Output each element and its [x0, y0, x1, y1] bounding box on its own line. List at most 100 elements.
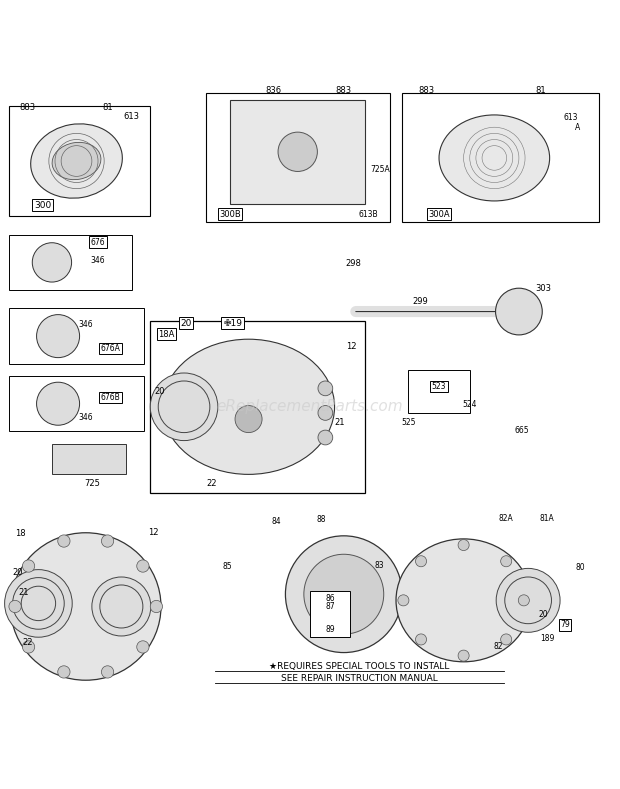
Circle shape: [318, 406, 333, 421]
Text: 883: 883: [418, 87, 435, 95]
Text: 613: 613: [564, 114, 578, 122]
Text: 81: 81: [102, 103, 113, 112]
Ellipse shape: [439, 115, 550, 201]
Circle shape: [285, 536, 402, 653]
Circle shape: [458, 650, 469, 661]
Circle shape: [518, 595, 529, 606]
Text: 89: 89: [326, 625, 335, 634]
Circle shape: [137, 641, 149, 653]
Text: 725A: 725A: [371, 165, 391, 174]
Circle shape: [318, 381, 333, 396]
Text: 87: 87: [326, 602, 335, 611]
Text: 189: 189: [541, 634, 555, 643]
Circle shape: [496, 568, 560, 632]
Text: 20: 20: [539, 610, 548, 619]
Text: 299: 299: [413, 297, 428, 305]
FancyBboxPatch shape: [230, 99, 365, 204]
Text: 80: 80: [575, 563, 585, 572]
Text: 346: 346: [78, 320, 93, 329]
Circle shape: [137, 560, 149, 572]
Text: 79: 79: [560, 620, 570, 630]
Text: 525: 525: [401, 417, 415, 427]
FancyBboxPatch shape: [409, 370, 470, 413]
Text: 88: 88: [316, 515, 326, 525]
Text: 300B: 300B: [219, 210, 241, 219]
Circle shape: [9, 600, 21, 612]
Circle shape: [235, 406, 262, 432]
Text: 524: 524: [463, 401, 477, 409]
Polygon shape: [52, 443, 126, 474]
Text: 676B: 676B: [100, 393, 120, 402]
FancyBboxPatch shape: [402, 93, 599, 222]
Circle shape: [102, 666, 113, 678]
Circle shape: [278, 132, 317, 171]
Text: 82A: 82A: [498, 514, 513, 523]
Text: 20: 20: [13, 568, 24, 578]
Text: 83: 83: [374, 561, 384, 570]
Text: 883: 883: [336, 87, 352, 95]
Text: 18A: 18A: [158, 330, 174, 338]
Ellipse shape: [396, 539, 531, 662]
Circle shape: [22, 560, 35, 572]
Circle shape: [458, 540, 469, 551]
Text: 676A: 676A: [100, 344, 120, 353]
Text: 346: 346: [91, 256, 105, 265]
Circle shape: [415, 634, 427, 645]
Text: 303: 303: [536, 284, 551, 293]
FancyBboxPatch shape: [9, 106, 150, 216]
Text: 836: 836: [265, 87, 281, 95]
Circle shape: [304, 554, 384, 634]
FancyBboxPatch shape: [9, 308, 144, 364]
Text: 20: 20: [154, 387, 165, 396]
Text: 85: 85: [223, 562, 232, 571]
Text: 298: 298: [345, 259, 361, 268]
Circle shape: [22, 641, 35, 653]
Ellipse shape: [30, 124, 122, 198]
Ellipse shape: [11, 533, 161, 680]
Text: 82: 82: [494, 642, 503, 651]
Text: A: A: [575, 123, 580, 132]
Text: 12: 12: [347, 342, 357, 351]
FancyBboxPatch shape: [9, 235, 132, 290]
Text: 86: 86: [326, 594, 335, 603]
Circle shape: [318, 430, 333, 445]
FancyBboxPatch shape: [9, 376, 144, 432]
Circle shape: [100, 585, 143, 628]
Text: 613: 613: [124, 112, 140, 121]
Text: 20: 20: [180, 319, 192, 327]
Text: 81: 81: [535, 87, 546, 95]
Circle shape: [4, 570, 72, 638]
FancyBboxPatch shape: [310, 591, 350, 638]
Text: 346: 346: [78, 413, 93, 422]
FancyBboxPatch shape: [206, 93, 390, 222]
Circle shape: [501, 634, 512, 645]
FancyBboxPatch shape: [150, 321, 365, 493]
Circle shape: [505, 577, 551, 623]
Circle shape: [102, 535, 113, 548]
Text: 676: 676: [91, 237, 105, 247]
Text: 12: 12: [148, 529, 159, 537]
Text: 300A: 300A: [428, 210, 450, 219]
Circle shape: [37, 382, 79, 425]
Text: 22: 22: [22, 638, 33, 647]
Text: 21: 21: [334, 418, 345, 428]
Circle shape: [58, 666, 70, 678]
Text: 18: 18: [15, 529, 25, 538]
Circle shape: [415, 555, 427, 567]
Text: ★REQUIRES SPECIAL TOOLS TO INSTALL: ★REQUIRES SPECIAL TOOLS TO INSTALL: [269, 662, 450, 671]
Circle shape: [32, 243, 71, 282]
Circle shape: [58, 535, 70, 548]
Circle shape: [12, 578, 64, 629]
Circle shape: [150, 373, 218, 440]
Circle shape: [501, 555, 512, 567]
Circle shape: [92, 577, 151, 636]
Text: 613B: 613B: [358, 210, 378, 219]
Text: 81A: 81A: [539, 514, 554, 523]
Circle shape: [150, 600, 162, 612]
Text: SEE REPAIR INSTRUCTION MANUAL: SEE REPAIR INSTRUCTION MANUAL: [281, 674, 438, 682]
Ellipse shape: [52, 142, 101, 180]
Text: ✙19: ✙19: [223, 319, 242, 327]
Circle shape: [158, 381, 210, 432]
Text: 21: 21: [19, 589, 29, 597]
Text: 523: 523: [432, 382, 446, 391]
